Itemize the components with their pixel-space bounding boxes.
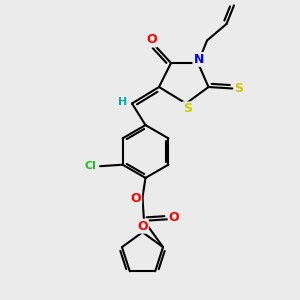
Text: S: S [183, 102, 192, 116]
Text: Cl: Cl [85, 161, 97, 171]
Text: O: O [169, 211, 179, 224]
Text: N: N [194, 53, 204, 66]
Text: O: O [146, 33, 157, 46]
Text: O: O [137, 220, 148, 233]
Text: O: O [130, 191, 141, 205]
Text: H: H [118, 97, 127, 107]
Text: S: S [235, 82, 244, 95]
